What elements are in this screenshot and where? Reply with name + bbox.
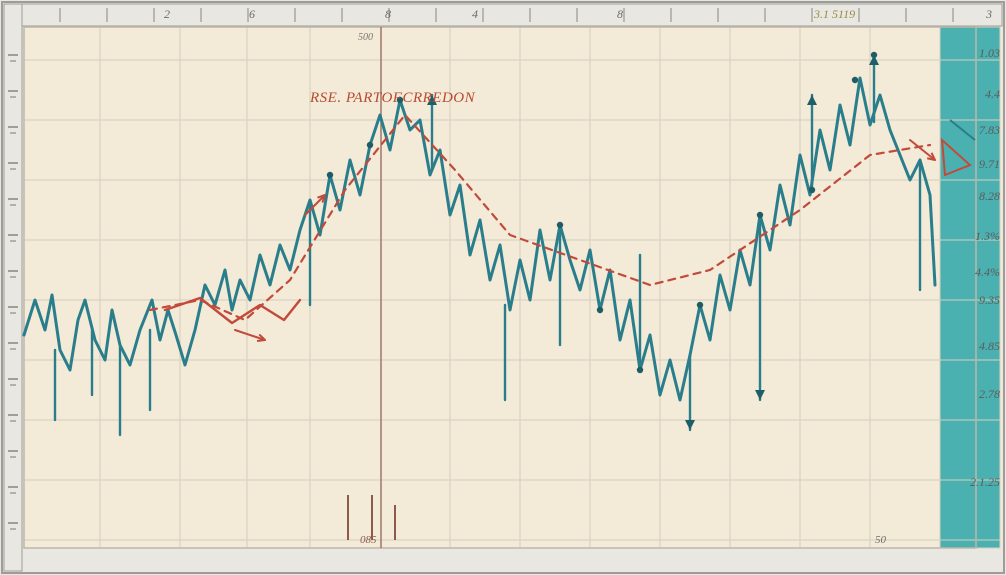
top-sublabel: 500 bbox=[358, 32, 373, 43]
bottom-mark: 085 bbox=[360, 534, 377, 546]
bottom-mark: 50 bbox=[875, 534, 886, 546]
bottom-axis-marks: 085 50 bbox=[0, 0, 1006, 575]
chart-frame: RSE. PARTOFCRREDON 268483.1 51193 1.034.… bbox=[0, 0, 1006, 575]
